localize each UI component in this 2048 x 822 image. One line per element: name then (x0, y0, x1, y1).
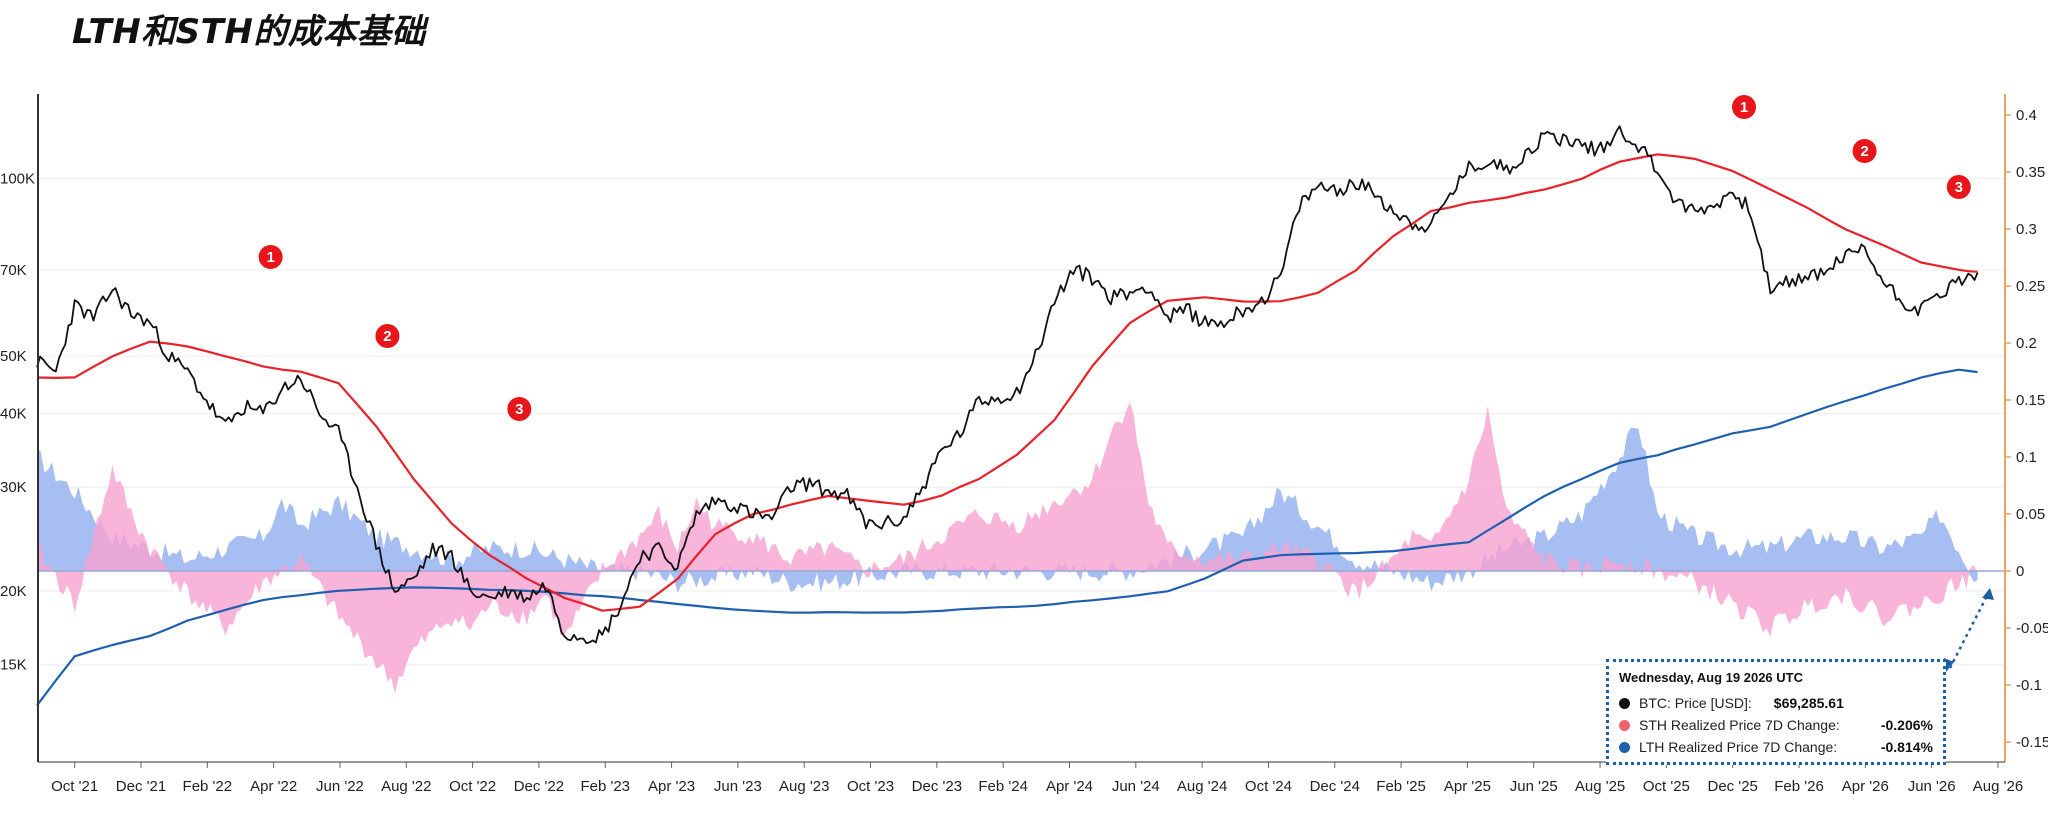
x-tick-label: Oct '25 (1643, 778, 1690, 795)
x-tick-label: Dec '23 (912, 778, 962, 795)
x-tick-label: Feb '22 (183, 778, 233, 795)
tooltip-label-sth: STH Realized Price 7D Change: (1639, 717, 1840, 733)
marker-label: 1 (266, 249, 274, 266)
x-tick-label: Aug '25 (1575, 778, 1625, 795)
x-tick-label: Jun '22 (316, 778, 364, 795)
marker-label: 2 (1860, 143, 1868, 160)
marker-label: 1 (1740, 99, 1748, 116)
x-tick-label: Feb '24 (978, 778, 1028, 795)
y-tick-label-left: 50K (0, 348, 27, 365)
x-tick-label: Aug '22 (381, 778, 431, 795)
tooltip-dot-btc (1619, 697, 1630, 709)
tooltip-row-sth: STH Realized Price 7D Change: -0.206% (1619, 714, 1933, 736)
x-tick-label: Apr '25 (1444, 778, 1491, 795)
y-tick-label-right: 0.2 (2016, 335, 2037, 352)
chart-markers: 1 2 3 1 2 3 (258, 95, 1994, 672)
y-tick-label-left: 15K (0, 657, 27, 674)
x-tick-label: Feb '25 (1376, 778, 1426, 795)
y-tick-label-right: 0 (2016, 563, 2024, 580)
y-tick-label-right: 0.4 (2016, 107, 2037, 124)
y-tick-label-left: 20K (0, 583, 27, 600)
y-tick-label-right: 0.05 (2016, 506, 2045, 523)
tooltip-value-lth: -0.814% (1880, 739, 1933, 755)
y-tick-label-right: 0.25 (2016, 278, 2045, 295)
lth-realized-price-line (36, 368, 1978, 707)
tooltip-row-btc: BTC: Price [USD]: $69,285.61 (1619, 692, 1933, 714)
x-tick-label: Feb '23 (580, 778, 630, 795)
x-tick-label: Oct '22 (449, 778, 496, 795)
marker-circle (1731, 95, 1756, 119)
tooltip-pointer-line (1948, 589, 1992, 669)
marker-circle (507, 397, 532, 421)
sth-realized-price-line (36, 153, 1978, 612)
marker-circle (375, 324, 400, 348)
x-tick-label: Jun '26 (1908, 778, 1956, 795)
y-tick-label-left: 30K (0, 479, 27, 496)
x-tick-label: Oct '24 (1245, 778, 1292, 795)
marker-circle (1946, 175, 1971, 199)
x-tick-label: Feb '26 (1774, 778, 1824, 795)
y-tick-label-left: 100K (0, 171, 35, 188)
x-tick-label: Apr '24 (1046, 778, 1093, 795)
y-tick-label-right: -0.1 (2016, 677, 2042, 694)
hover-tooltip: Wednesday, Aug 19 2026 UTC BTC: Price [U… (1606, 659, 1946, 765)
x-tick-label: Aug '24 (1177, 778, 1227, 795)
x-tick-label: Dec '21 (116, 778, 166, 795)
btc-price-line (36, 125, 1979, 645)
y-tick-label-right: 0.3 (2016, 221, 2037, 238)
tooltip-date: Wednesday, Aug 19 2026 UTC (1619, 670, 1803, 685)
y-tick-label-right: -0.05 (2016, 620, 2048, 637)
x-tick-label: Oct '21 (51, 778, 98, 795)
marker-label: 2 (383, 328, 391, 345)
marker-circle (258, 245, 283, 269)
x-tick-label: Apr '26 (1842, 778, 1889, 795)
y-tick-label-right: 0.35 (2016, 164, 2045, 181)
page-title: LTH和STH的成本基础 (72, 12, 426, 52)
x-tick-label: Apr '22 (250, 778, 297, 795)
x-tick-label: Dec '25 (1707, 778, 1757, 795)
y-tick-label-right: 0.15 (2016, 392, 2045, 409)
x-tick-label: Aug '26 (1973, 778, 2023, 795)
y-tick-label-right: -0.15 (2016, 734, 2048, 751)
tooltip-label-lth: LTH Realized Price 7D Change: (1639, 739, 1838, 755)
marker-label: 3 (515, 401, 523, 418)
x-tick-label: Dec '24 (1310, 778, 1360, 795)
tooltip-value-btc: $69,285.61 (1773, 695, 1844, 711)
lth-change-area (37, 427, 1978, 593)
y-tick-label-right: 0.1 (2016, 449, 2037, 466)
tooltip-pointer-arrowtail (1944, 658, 1954, 672)
y-tick-label-left: 40K (0, 405, 27, 422)
tooltip-dot-sth (1619, 719, 1630, 731)
marker-circle (1852, 139, 1877, 163)
marker-label: 3 (1955, 179, 1963, 196)
tooltip-label-btc: BTC: Price [USD]: (1639, 695, 1752, 711)
x-tick-label: Oct '23 (847, 778, 894, 795)
x-tick-label: Jun '23 (714, 778, 762, 795)
y-tick-label-left: 70K (0, 262, 27, 279)
tooltip-row-lth: LTH Realized Price 7D Change: -0.814% (1619, 736, 1933, 758)
sth-change-area (37, 402, 1978, 694)
x-tick-label: Jun '25 (1510, 778, 1558, 795)
tooltip-dot-lth (1619, 741, 1630, 753)
chart-lines (36, 125, 1979, 707)
x-tick-label: Aug '23 (779, 778, 829, 795)
x-tick-label: Apr '23 (648, 778, 695, 795)
tooltip-pointer-arrowhead (1982, 588, 1994, 600)
tooltip-value-sth: -0.206% (1880, 717, 1933, 733)
chart-axes: 15K 20K 30K 40K 50K 70K 100K -0.15 -0.1 -0.05 0 0.0… (0, 94, 2048, 795)
chart-areas (37, 402, 2005, 694)
x-tick-label: Dec '22 (514, 778, 564, 795)
x-tick-label: Jun '24 (1112, 778, 1160, 795)
